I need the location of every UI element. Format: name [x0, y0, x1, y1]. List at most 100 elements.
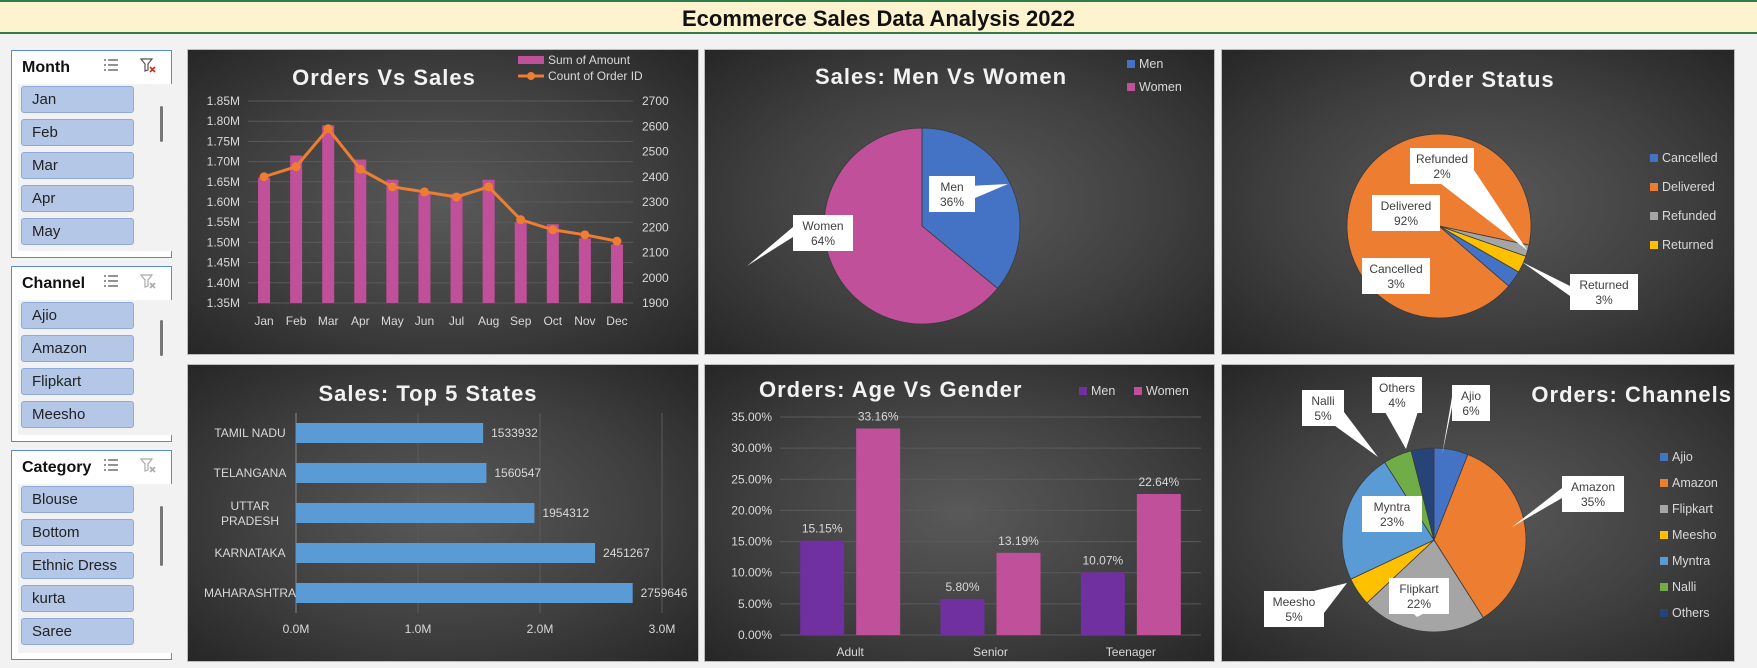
slicer-item-may[interactable]: May [21, 218, 134, 245]
callout-label-amazon: Amazon [1571, 480, 1615, 494]
slicer-item-flipkart[interactable]: Flipkart [21, 368, 134, 395]
category-slicer-scrollbar[interactable] [160, 506, 163, 566]
bar-adult-men [800, 540, 845, 635]
y-left-tick: 1.45M [207, 256, 240, 270]
legend-swatch-sum-of-amount [518, 56, 544, 64]
x-tick: Sep [510, 314, 532, 328]
orders-point-jan [259, 172, 269, 182]
slicer-item-ethnic-dress[interactable]: Ethnic Dress [21, 552, 134, 579]
multi-select-icon[interactable] [103, 273, 119, 289]
callout-box-delivered [1372, 195, 1440, 231]
data-label-adult-women: 33.16% [858, 409, 899, 423]
category-slicer[interactable]: Category Blouse Bottom Ethnic Dress kurt… [11, 450, 173, 660]
bar-jun [418, 193, 431, 303]
orders-point-sep [516, 215, 526, 225]
channel-slicer-title: Channel [22, 275, 86, 292]
pie-slice-women [823, 127, 999, 325]
callout-value-returned: 3% [1595, 293, 1613, 307]
bar-telangana [296, 463, 487, 483]
x-tick: Aug [478, 314, 499, 328]
slicer-item-amazon[interactable]: Amazon [21, 335, 134, 362]
slicer-item-blouse[interactable]: Blouse [21, 486, 134, 513]
y-tick: 30.00% [731, 441, 772, 455]
orders-point-jul [452, 192, 462, 202]
multi-select-icon[interactable] [103, 457, 119, 473]
slicer-item-mar[interactable]: Mar [21, 152, 134, 179]
orders-point-oct [548, 225, 558, 235]
y-left-tick: 1.60M [207, 195, 240, 209]
clear-filter-icon[interactable] [140, 457, 156, 473]
legend-swatch-refunded [1650, 212, 1658, 220]
y-left-tick: 1.85M [207, 94, 240, 108]
callout-value-others: 4% [1388, 396, 1406, 410]
legend-label-returned: Returned [1662, 238, 1713, 252]
legend-label-ajio: Ajio [1672, 450, 1693, 464]
slicer-item-meesho[interactable]: Meesho [21, 401, 134, 428]
multi-select-icon[interactable] [103, 57, 119, 73]
slicer-item-kurta[interactable]: kurta [21, 585, 134, 612]
legend-swatch-amazon [1660, 479, 1668, 487]
slicer-item-feb[interactable]: Feb [21, 119, 134, 146]
slicer-item-saree[interactable]: Saree [21, 618, 134, 645]
channel-slicer-list: Ajio Amazon Flipkart Meesho [18, 300, 173, 435]
slicer-item-apr[interactable]: Apr [21, 185, 134, 212]
slicer-item-ajio[interactable]: Ajio [21, 302, 134, 329]
callout-value-nalli: 5% [1314, 409, 1332, 423]
y-right-tick: 2200 [642, 220, 669, 234]
slicer-item-bottom[interactable]: Bottom [21, 519, 134, 546]
y-left-tick: 1.35M [207, 296, 240, 310]
legend-label-myntra: Myntra [1672, 554, 1710, 568]
callout-value-amazon: 35% [1581, 495, 1605, 509]
title-banner: Ecommerce Sales Data Analysis 2022 [0, 0, 1757, 34]
callout-label-delivered: Delivered [1381, 199, 1432, 213]
legend-swatch-men [1079, 387, 1087, 395]
clear-filter-icon[interactable] [140, 57, 156, 73]
top-5-states-svg: Sales: Top 5 States 0.0M 1.0M 2.0M 3.0M 15339… [204, 381, 688, 636]
x-tick: Jul [449, 314, 464, 328]
x-tick: Feb [286, 314, 307, 328]
month-slicer[interactable]: Month Jan Feb Mar Apr May [11, 50, 173, 258]
y-left-tick: 1.55M [207, 215, 240, 229]
callout-box-nalli [1302, 390, 1344, 426]
legend-swatch-cancelled [1650, 154, 1658, 162]
callout-box-myntra [1362, 496, 1422, 532]
chart-title: Orders: Channels [1531, 382, 1732, 407]
callout-value-flipkart: 22% [1407, 597, 1431, 611]
category-label-maharashtra: MAHARASHTRA [204, 586, 296, 600]
y-tick: 15.00% [731, 535, 772, 549]
legend-label-cancelled: Cancelled [1662, 151, 1718, 165]
category-label-uttar-pradesh-line2: PRADESH [221, 514, 279, 528]
channel-slicer[interactable]: Channel Ajio Amazon Flipkart Meesho [11, 266, 173, 442]
legend-label-flipkart: Flipkart [1672, 502, 1714, 516]
chart-title: Order Status [1409, 67, 1554, 92]
value-label-telangana: 1560547 [494, 466, 541, 480]
bar-nov [578, 238, 591, 303]
data-label-senior-women: 13.19% [998, 534, 1039, 548]
sales-men-women-svg: Sales: Men Vs WomenMen36%Women64%MenWome… [747, 57, 1182, 325]
y-right-tick: 2000 [642, 271, 669, 285]
sales-men-women-chart: Sales: Men Vs Women Men 36% Women 64% Men Wome… [704, 49, 1215, 355]
y-tick: 20.00% [731, 503, 772, 517]
orders-vs-sales-svg: Orders Vs Sales 1.35M 1.40M 1.45M 1.50M 1.55M… [207, 53, 669, 328]
slicer-item-jan[interactable]: Jan [21, 86, 134, 113]
callout-box-amazon [1562, 476, 1624, 512]
callout-value-cancelled: 3% [1387, 277, 1405, 291]
bar-mar [322, 125, 335, 304]
legend-marker-count-of-order-id [527, 72, 535, 80]
callout-box-returned [1570, 274, 1638, 310]
month-slicer-scrollbar[interactable] [160, 106, 163, 142]
age-vs-gender-svg: Orders: Age Vs Gender 0.00% 5.00% 10.00% 15.… [731, 377, 1201, 659]
legend-label-amazon: Amazon [1672, 476, 1718, 490]
month-slicer-list: Jan Feb Mar Apr May [18, 84, 173, 251]
x-tick: Teenager [1106, 645, 1156, 659]
x-tick: 3.0M [649, 622, 676, 636]
y-tick: 10.00% [731, 566, 772, 580]
channel-slicer-scrollbar[interactable] [160, 320, 163, 356]
legend-label-nalli: Nalli [1672, 580, 1696, 594]
clear-filter-icon[interactable] [140, 273, 156, 289]
y-left-tick: 1.50M [207, 235, 240, 249]
legend-label-count-of-order-id: Count of Order ID [548, 69, 643, 83]
legend-swatch-others [1660, 609, 1668, 617]
y-right-tick: 2600 [642, 119, 669, 133]
callout-label-myntra: Myntra [1374, 500, 1411, 514]
